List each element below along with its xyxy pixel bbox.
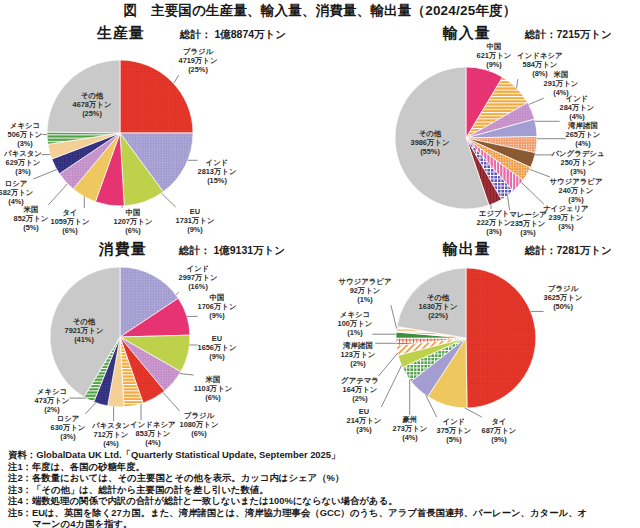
source-note: 資料：GlobalData UK Ltd.「Quarterly Statisti…: [8, 449, 592, 461]
slice-label-production-5: 米国852万トン(5%): [14, 205, 49, 233]
slice-label-production-3: 中国1207万トン(6%): [114, 208, 153, 236]
slice-label-production-4: タイ1059万トン(6%): [51, 208, 90, 236]
slice-label-production-1: インド2813万トン(15%): [198, 158, 237, 186]
leader-line: [161, 193, 175, 207]
slice-label-exports-7: メキシコ100万トン(1%): [338, 310, 373, 338]
slice-label-production-7: パキスタン629万トン(3%): [3, 149, 42, 177]
slice-label-exports-5: グアテマラ164万トン(2%): [341, 376, 379, 404]
pie-slice-production-0: [120, 60, 193, 133]
slice-label-consumption-7: ロシア630万トン(3%): [51, 414, 86, 442]
note-5: 注5：EUは、英国を除く27カ国。また、湾岸諸国とは、湾岸協力理事会（GCC）の…: [8, 507, 592, 528]
leader-line: [48, 184, 67, 205]
leader-line: [529, 98, 544, 104]
leader-line: [180, 374, 194, 376]
leader-line: [176, 292, 179, 295]
leader-line: [381, 365, 401, 407]
leader-line: [174, 75, 179, 83]
note-4: 注4：端数処理の関係で内訳の合計が総計と一致しないまたは100%にならない場合が…: [8, 495, 592, 507]
slice-label-exports-3: 豪州273万トン(4%): [393, 415, 428, 443]
leader-line: [465, 408, 482, 417]
slice-label-imports-5: バングラデシュ250万トン(3%): [551, 149, 605, 177]
figure: { "figure_title": "図 主要国の生産量、輸入量、消費量、輸出量…: [0, 0, 640, 528]
note-1: 注1：年度は、各国の砂糖年度。: [8, 461, 592, 473]
pie-consumption: インド2997万トン(16%)中国1706万トン(9%) EU1656万トン(9%…: [35, 264, 237, 449]
note-3: 注3：「その他」は、総計から主要国の計を差し引いた数値。: [8, 484, 592, 496]
slice-label-imports-7: ナイジェリア239万トン(3%): [543, 204, 589, 232]
pie-exports: ブラジル3625万トン(50%) タイ687万トン(9%) インド375万トン(5%…: [338, 268, 583, 444]
pie-slice-exports-0: [466, 268, 536, 408]
slice-label-consumption-5: インドネシア853万トン(4%): [129, 420, 176, 448]
slice-label-consumption-6: パキスタン712万トン(4%): [91, 421, 130, 449]
leader-line: [33, 170, 57, 180]
leader-line: [379, 353, 398, 376]
leader-line: [517, 79, 518, 88]
slice-label-exports-0: ブラジル3625万トン(50%): [544, 284, 583, 312]
slice-label-consumption-3: 米国1103万トン(6%): [194, 375, 233, 403]
leader-line: [521, 182, 543, 204]
slice-label-imports-8: マレーシア235万トン(3%): [509, 210, 547, 238]
slice-label-production-0: ブラジル4719万トン(25%): [179, 47, 218, 75]
slice-label-production-8: メキシコ506万トン(3%): [8, 121, 43, 149]
slice-label-exports-4: EU214万トン(3%): [347, 407, 382, 435]
slice-label-exports-2: インド375万トン(5%): [437, 417, 472, 445]
slice-label-consumption-1: 中国1706万トン(9%): [198, 293, 237, 321]
slice-label-consumption-4: ブラジル1080万トン(6%): [180, 411, 219, 439]
slice-label-exports-1: タイ687万トン(9%): [482, 417, 517, 445]
note-2: 注2：各数量においては、その主要国とその他を表示。カッコ内はシェア（%）: [8, 472, 592, 484]
slice-label-production-2: EU1731万トン(9%): [176, 207, 215, 235]
pie-imports: 中国621万トン(9%)インドネシア584万トン(8%)米国291万トン(4%)…: [395, 42, 604, 238]
slice-label-production-6: ロシア682万トン(4%): [0, 179, 33, 207]
slice-label-consumption-8: メキシコ473万トン(2%): [35, 387, 70, 415]
leader-line: [163, 392, 180, 411]
slice-label-imports-0: 中国621万トン(9%): [477, 42, 512, 70]
pie-production: ブラジル4719万トン(25%) インド2813万トン(15%) EU1731万トン…: [0, 47, 236, 236]
slice-label-imports-6: サウジアラビア240万トン(3%): [550, 177, 603, 205]
slice-label-imports-4: 湾岸諸国265万トン(4%): [566, 121, 601, 149]
leader-line: [391, 305, 397, 329]
leader-line: [530, 169, 550, 177]
slice-label-consumption-0: インド2997万トン(16%): [179, 264, 218, 292]
slice-label-imports-3: インド284万トン(4%): [560, 94, 595, 122]
notes: 資料：GlobalData UK Ltd.「Quarterly Statisti…: [8, 449, 592, 528]
slice-label-exports-6: 湾岸諸国123万トン(2%): [341, 341, 376, 369]
slice-label-exports-8: サウジアラビア92万トン(1%): [339, 277, 392, 305]
slice-label-imports-9: エジプト222万トン(3%): [477, 209, 512, 237]
slice-label-consumption-2: EU1656万トン(9%): [198, 334, 237, 362]
leader-line: [85, 403, 96, 414]
